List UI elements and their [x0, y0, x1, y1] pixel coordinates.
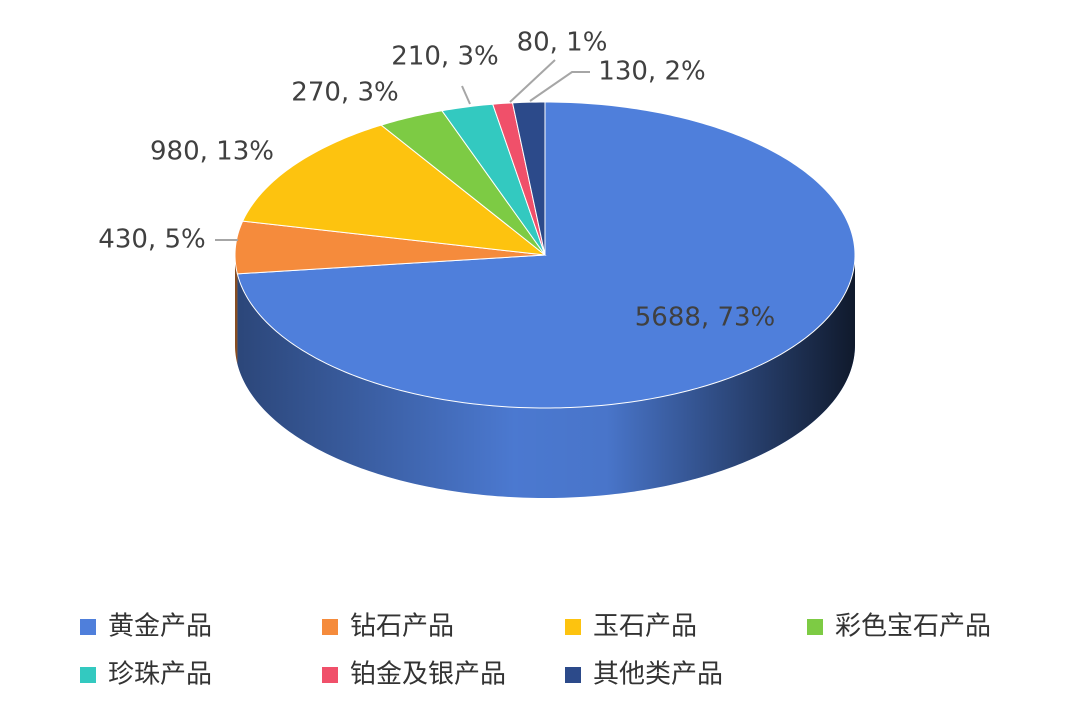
data-label: 980, 13% — [150, 137, 274, 167]
data-label: 270, 3% — [291, 78, 398, 108]
legend-label: 其他类产品 — [593, 660, 723, 690]
legend-label: 玉石产品 — [593, 612, 697, 642]
legend-swatch — [80, 667, 96, 683]
slice — [234, 220, 546, 275]
legend-swatch — [322, 667, 338, 683]
legend-label: 珍珠产品 — [108, 660, 212, 690]
data-label: 80, 1% — [517, 28, 608, 58]
legend-swatch — [322, 619, 338, 635]
leader-line — [529, 71, 590, 102]
data-label: 130, 2% — [598, 57, 705, 87]
slice — [441, 103, 546, 256]
data-label: 210, 3% — [391, 42, 498, 72]
data-label: 430, 5% — [98, 225, 205, 255]
leader-line — [461, 85, 471, 105]
slice — [241, 124, 547, 256]
legend-swatch — [565, 619, 581, 635]
legend-label: 彩色宝石产品 — [835, 612, 991, 642]
data-label: 5688, 73% — [635, 303, 776, 333]
slice — [511, 101, 546, 256]
legend-swatch — [807, 619, 823, 635]
legend-label: 钻石产品 — [350, 612, 454, 642]
side-shade — [235, 255, 855, 498]
legend-swatch — [80, 619, 96, 635]
slice — [236, 101, 856, 409]
legend-label: 黄金产品 — [108, 612, 212, 642]
legend-label: 铂金及银产品 — [350, 660, 506, 690]
slice — [380, 110, 546, 256]
legend-swatch — [565, 667, 581, 683]
leader-line — [509, 59, 556, 103]
